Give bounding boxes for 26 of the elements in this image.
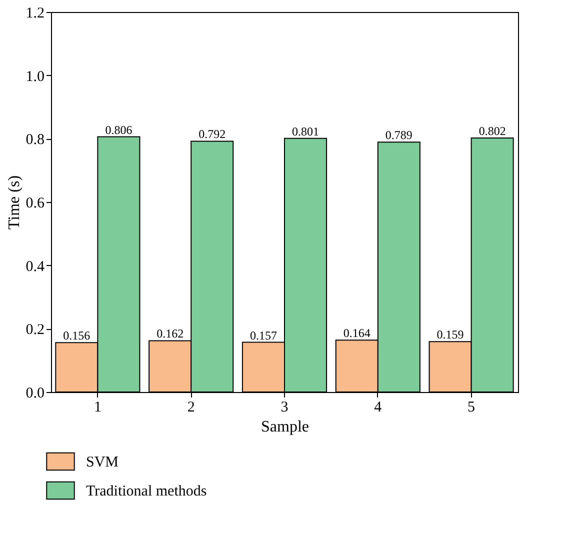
x-tick-label: 2 (187, 400, 195, 416)
y-tick-label: 0.0 (26, 386, 44, 402)
y-tick-label: 1.0 (26, 68, 44, 85)
y-tick-label: 0.6 (26, 196, 45, 212)
data-label: 0.806 (105, 122, 132, 137)
y-tick-label: 0.2 (26, 322, 44, 338)
data-label: 0.156 (63, 328, 90, 343)
data-label: 0.792 (198, 127, 226, 142)
data-label: 0.789 (385, 128, 412, 142)
x-tick-label: 1 (94, 400, 102, 416)
y-axis-title: Time (s) (6, 175, 23, 230)
y-tick-label: 0.4 (26, 258, 45, 275)
data-label: 0.801 (292, 124, 320, 138)
y-tick-label: 0.8 (26, 132, 44, 148)
x-axis-title: Sample (261, 418, 309, 436)
data-label: 0.159 (436, 328, 464, 342)
legend-label: SVM (86, 454, 119, 470)
data-label: 0.157 (250, 328, 277, 342)
data-label: 0.162 (156, 326, 184, 341)
data-label: 0.802 (478, 124, 506, 138)
x-tick-label: 3 (280, 400, 288, 416)
x-tick-label: 5 (468, 400, 476, 416)
legend-label: Traditional methods (86, 484, 207, 500)
data-label: 0.164 (343, 326, 370, 340)
x-tick-label: 4 (374, 400, 382, 416)
y-tick-label: 1.2 (26, 6, 44, 22)
